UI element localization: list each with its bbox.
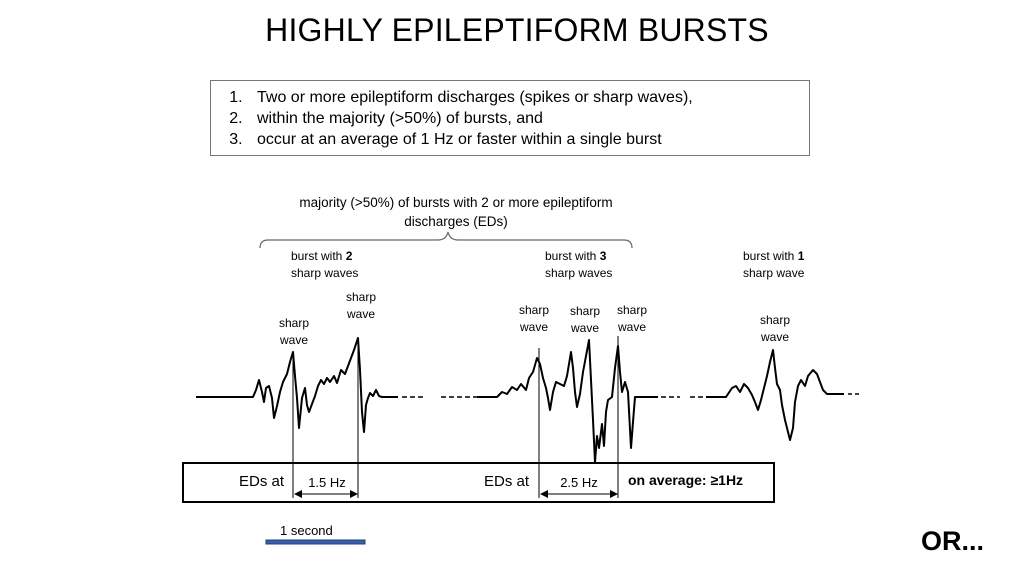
brace-label: majority (>50%) of bursts with 2 or more… — [299, 195, 612, 210]
sharp-wave-label: wave — [570, 321, 599, 335]
criteria-box: Two or more epileptiform discharges (spi… — [210, 80, 810, 156]
brace-label: discharges (EDs) — [404, 214, 508, 229]
sharp-wave-label: sharp — [570, 304, 600, 318]
burst-label: sharp wave — [743, 266, 805, 280]
sharp-wave-label: sharp — [617, 303, 647, 317]
majority-brace — [259, 231, 633, 249]
criteria-list: Two or more epileptiform discharges (spi… — [221, 87, 799, 150]
page-title: HIGHLY EPILEPTIFORM BURSTS — [265, 12, 769, 48]
burst-label: sharp waves — [291, 266, 358, 280]
rate-label-2: 2.5 Hz — [560, 475, 598, 490]
criteria-item: occur at an average of 1 Hz or faster wi… — [247, 129, 799, 150]
burst-label: burst with 2 — [291, 249, 353, 263]
eds-at-label: EDs at — [239, 473, 285, 490]
burst-label: burst with 3 — [545, 249, 607, 263]
burst-label: sharp waves — [545, 266, 612, 280]
sharp-wave-label: wave — [519, 320, 548, 334]
criteria-item: Two or more epileptiform discharges (spi… — [247, 87, 799, 108]
burst-label: burst with 1 — [743, 249, 805, 263]
average-label: on average: ≥1Hz — [628, 472, 743, 488]
scale-label: 1 second — [280, 523, 333, 538]
sharp-wave-label: wave — [346, 307, 375, 321]
sharp-wave-label: sharp — [279, 316, 309, 330]
scale-bar — [265, 539, 366, 545]
sharp-wave-label: sharp — [346, 290, 376, 304]
sharp-wave-label: wave — [279, 333, 308, 347]
rate-label-1: 1.5 Hz — [308, 475, 346, 490]
or-continuation: OR... — [921, 526, 985, 556]
eds-at-label: EDs at — [484, 473, 530, 490]
sharp-wave-label: wave — [617, 320, 646, 334]
eeg-trace-burst-1 — [196, 337, 398, 433]
rates-box — [182, 462, 775, 503]
sharp-wave-label: wave — [760, 330, 789, 344]
sharp-wave-label: sharp — [760, 313, 790, 327]
sharp-wave-label: sharp — [519, 303, 549, 317]
eeg-trace-burst-3 — [706, 349, 844, 441]
ed-guide-lines — [292, 336, 619, 498]
criteria-item: within the majority (>50%) of bursts, an… — [247, 108, 799, 129]
eeg-trace-burst-2 — [477, 339, 658, 463]
sharp-wave-labels: sharp wave sharp wave sharp wave sharp w… — [279, 290, 790, 347]
